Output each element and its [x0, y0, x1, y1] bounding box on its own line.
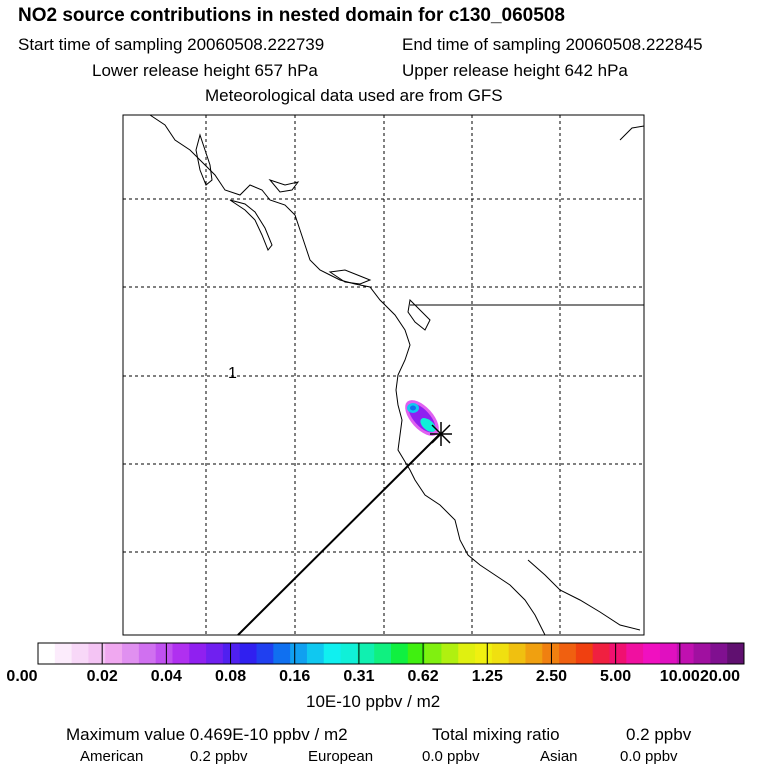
colorbar-swatch — [54, 643, 73, 664]
colorbar-label: 0.62 — [407, 668, 439, 685]
colorbar-swatch — [391, 643, 409, 664]
colorbar-swatch — [424, 643, 442, 664]
colorbar-swatch — [122, 643, 140, 664]
colorbar-label: 2.50 — [535, 668, 568, 685]
island-outline — [328, 269, 372, 285]
colorbar-swatch — [357, 643, 375, 664]
colorbar-swatch — [323, 643, 342, 664]
start-time-label: Start time of sampling 20060508.222739 — [18, 35, 325, 54]
asian-value: 0.0 ppbv — [620, 748, 678, 765]
total-mixing-value: 0.2 ppbv — [626, 725, 692, 744]
colorbar-swatch — [609, 643, 627, 664]
colorbar-swatch — [407, 643, 426, 664]
colorbar-swatch — [727, 643, 745, 664]
puget-sound-outline — [407, 298, 431, 331]
colorbar-swatch — [659, 643, 678, 664]
coastline — [149, 114, 645, 636]
colorbar-swatch — [491, 643, 510, 664]
pacific-coastline — [149, 114, 546, 636]
plume-peak — [410, 405, 416, 411]
colorbar-label: 0.31 — [343, 668, 375, 685]
colorbar-label: 0.08 — [214, 668, 247, 685]
plume-core — [420, 418, 436, 432]
colorbar-swatch — [256, 643, 274, 664]
colorbar — [37, 642, 745, 665]
colorbar-swatch — [340, 643, 358, 664]
colorbar-swatch — [643, 643, 661, 664]
colorbar-swatch — [374, 643, 392, 664]
colorbar-swatch — [189, 643, 207, 664]
european-value: 0.0 ppbv — [422, 748, 480, 765]
colorbar-swatch — [542, 643, 560, 664]
colorbar-swatch — [273, 643, 291, 664]
lower-release-height: Lower release height 657 hPa — [92, 61, 318, 80]
lat-lon-grid — [123, 115, 644, 635]
colorbar-units: 10E-10 ppbv / m2 — [306, 692, 441, 711]
colorbar-swatch — [525, 643, 543, 664]
upper-release-height: Upper release height 642 hPa — [402, 61, 628, 80]
colorbar-label: 20.00 — [699, 668, 741, 685]
colorbar-label: 0.00 — [6, 668, 38, 685]
colorbar-label: 5.00 — [600, 668, 632, 685]
colorbar-label: 10.00 — [659, 668, 700, 685]
american-value: 0.2 ppbv — [190, 748, 248, 765]
island-outline — [229, 199, 273, 251]
colorbar-swatch — [306, 643, 325, 664]
colorbar-swatch — [290, 643, 308, 664]
colorbar-swatch — [441, 643, 459, 664]
maximum-value: Maximum value 0.469E-10 ppbv / m2 — [66, 725, 348, 744]
colorbar-label: 0.16 — [279, 668, 311, 685]
figure-title: NO2 source contributions in nested domai… — [18, 5, 565, 26]
colorbar-swatch — [206, 643, 224, 664]
colorbar-swatch — [475, 643, 493, 664]
colorbar-swatch — [710, 643, 728, 664]
colorbar-swatch — [71, 643, 89, 664]
contour-label: 1 — [228, 365, 237, 382]
colorbar-swatch — [676, 643, 695, 664]
concentration-plume — [405, 400, 439, 436]
total-mixing-label: Total mixing ratio — [432, 725, 560, 744]
colorbar-label: 0.04 — [150, 668, 182, 685]
colorbar-frame — [37, 642, 745, 665]
colorbar-swatch — [592, 643, 611, 664]
colorbar-swatch — [508, 643, 526, 664]
colorbar-swatch — [222, 643, 241, 664]
colorbar-swatch — [458, 643, 476, 664]
colorbar-swatch — [626, 643, 644, 664]
colorbar-swatch — [693, 643, 711, 664]
colorbar-label: 0.02 — [86, 668, 118, 685]
colorbar-swatch — [559, 643, 577, 664]
island-outline — [195, 133, 213, 186]
release-point-marker — [430, 422, 452, 446]
american-label: American — [80, 748, 144, 765]
gulf-coastline — [527, 559, 641, 631]
colorbar-swatch — [239, 643, 258, 664]
colorbar-label: 1.25 — [471, 668, 503, 685]
colorbar-swatch — [575, 643, 594, 664]
hudson-coastline — [619, 125, 645, 141]
end-time-label: End time of sampling 20060508.222845 — [402, 35, 703, 54]
colorbar-swatch — [155, 643, 173, 664]
colorbar-swatch — [88, 643, 106, 664]
colorbar-swatch — [172, 643, 190, 664]
european-label: European — [308, 748, 374, 765]
island-outline — [268, 178, 300, 193]
asian-label: Asian — [540, 748, 578, 765]
colorbar-swatch — [138, 643, 157, 664]
colorbar-swatch — [105, 643, 123, 664]
flight-track — [237, 433, 441, 636]
colorbar-swatch — [38, 643, 56, 664]
met-data-label: Meteorological data used are from GFS — [205, 86, 503, 105]
